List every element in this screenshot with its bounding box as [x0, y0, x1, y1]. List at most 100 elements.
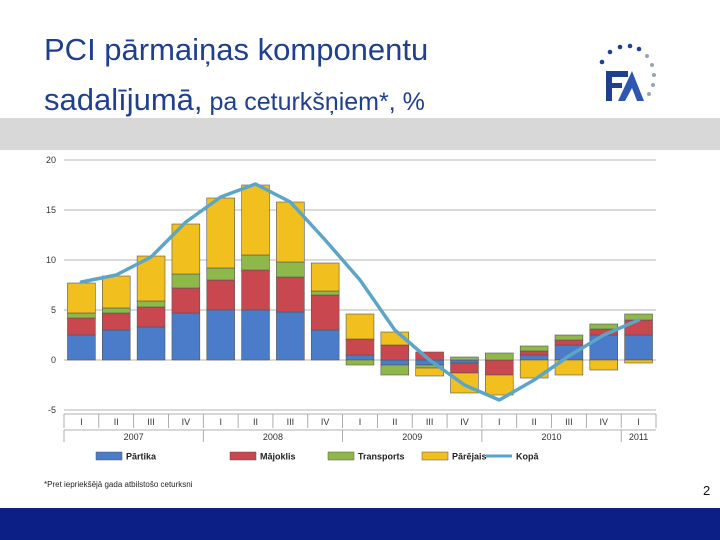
year-label: 2011 [629, 432, 648, 442]
y-tick-label: 5 [51, 305, 56, 315]
quarter-label: IV [321, 417, 330, 427]
legend-swatch [421, 451, 449, 461]
legend-label: Pārtika [126, 452, 157, 462]
bar-segment [554, 339, 584, 346]
total-line [79, 182, 641, 402]
bar-segment [519, 354, 549, 361]
bar-segment [241, 269, 270, 311]
legend-label: Kopā [516, 452, 539, 462]
bar-segment [589, 323, 618, 330]
bar-segment [415, 367, 444, 377]
bar-segment [450, 359, 479, 364]
legend-label: Transports [358, 452, 405, 462]
y-tick-label: 15 [46, 205, 56, 215]
quarter-label: I [80, 417, 83, 427]
bar-segment [624, 359, 653, 364]
quarter-label: I [498, 417, 501, 427]
year-label: 2010 [542, 432, 562, 442]
bar-segment [554, 334, 584, 341]
y-tick-label: 0 [51, 355, 56, 365]
quarter-label: IV [600, 417, 609, 427]
bar-segment [519, 345, 549, 352]
bar-segment [310, 290, 340, 296]
quarter-label: I [219, 417, 222, 427]
bar-segment [171, 273, 201, 289]
year-label: 2008 [263, 432, 283, 442]
quarter-label: II [532, 417, 537, 427]
title-line-1: PCI pārmaiņas komponentu [44, 32, 429, 67]
bar-segment [450, 362, 479, 374]
bar-segment [380, 364, 410, 376]
legend-swatch [327, 451, 355, 461]
bar-segment [276, 276, 305, 313]
bar-segment [345, 338, 375, 356]
y-tick-label: 20 [46, 155, 56, 165]
bar-segment [345, 359, 375, 366]
fktk-logo-icon [599, 43, 656, 101]
title-suffix: pa ceturkšņiem*, % [202, 88, 425, 116]
bar-segment [485, 374, 514, 396]
quarter-label: II [114, 417, 119, 427]
quarter-label: I [359, 417, 362, 427]
bar-segment [276, 261, 305, 278]
bar-segment [206, 197, 235, 269]
quarter-label: III [426, 417, 434, 427]
bar-segment [102, 312, 131, 331]
quarter-label: III [147, 417, 155, 427]
bar-segment [136, 326, 166, 361]
bar-segment [206, 267, 235, 281]
bar-segment [485, 352, 514, 361]
title-line-2: sadalījumā, [44, 82, 203, 117]
bar-segment [310, 262, 340, 292]
bar-segment [241, 254, 270, 271]
legend-label: Pārējais [452, 452, 487, 462]
year-label: 2007 [124, 432, 144, 442]
bar-segment [171, 312, 201, 361]
bar-segment [450, 356, 479, 361]
bar-segment [136, 255, 166, 302]
bar-segment [67, 317, 96, 336]
bar-segment [276, 311, 305, 361]
bar-segment [241, 309, 270, 361]
y-tick-label: -5 [48, 405, 56, 415]
bar-segment [624, 319, 653, 336]
bar-segment [136, 300, 166, 308]
bar-segment [380, 344, 410, 361]
bar-segment [206, 309, 235, 361]
year-label: 2009 [402, 432, 422, 442]
bar-segment [345, 313, 375, 340]
legend-swatch [95, 451, 123, 461]
quarter-label: IV [460, 417, 469, 427]
bar-segment [171, 287, 201, 314]
bottom-bar [0, 508, 720, 540]
slide-title: PCI pārmaiņas komponentu sadalījumā, pa … [44, 28, 564, 128]
bar-segment [241, 184, 270, 256]
bar-segment [380, 359, 410, 366]
legend-label: Mājoklis [260, 452, 296, 462]
bar-segment [206, 279, 235, 311]
bar-segment [102, 275, 131, 309]
header-band [0, 118, 720, 150]
bar-segment [67, 334, 96, 361]
quarter-label: III [287, 417, 295, 427]
bar-segment [345, 354, 375, 361]
bar-segment [310, 294, 340, 331]
bar-segment [519, 350, 549, 356]
bar-segment [136, 306, 166, 328]
quarter-label: IV [182, 417, 191, 427]
bar-segment [102, 329, 131, 361]
bar-segment [589, 334, 618, 361]
quarter-label: II [253, 417, 258, 427]
bar-segment [67, 312, 96, 319]
legend-swatch [229, 451, 257, 461]
bar-segment [310, 329, 340, 361]
quarter-label: II [392, 417, 397, 427]
bar-segment [589, 359, 618, 371]
y-tick-label: 10 [46, 255, 56, 265]
bar-segment [485, 359, 514, 376]
quarter-label: III [565, 417, 573, 427]
footnote: *Pret iepriekšējā gada atbilstošo ceturk… [44, 480, 193, 489]
quarter-label: I [637, 417, 640, 427]
bar-segment [624, 334, 653, 361]
